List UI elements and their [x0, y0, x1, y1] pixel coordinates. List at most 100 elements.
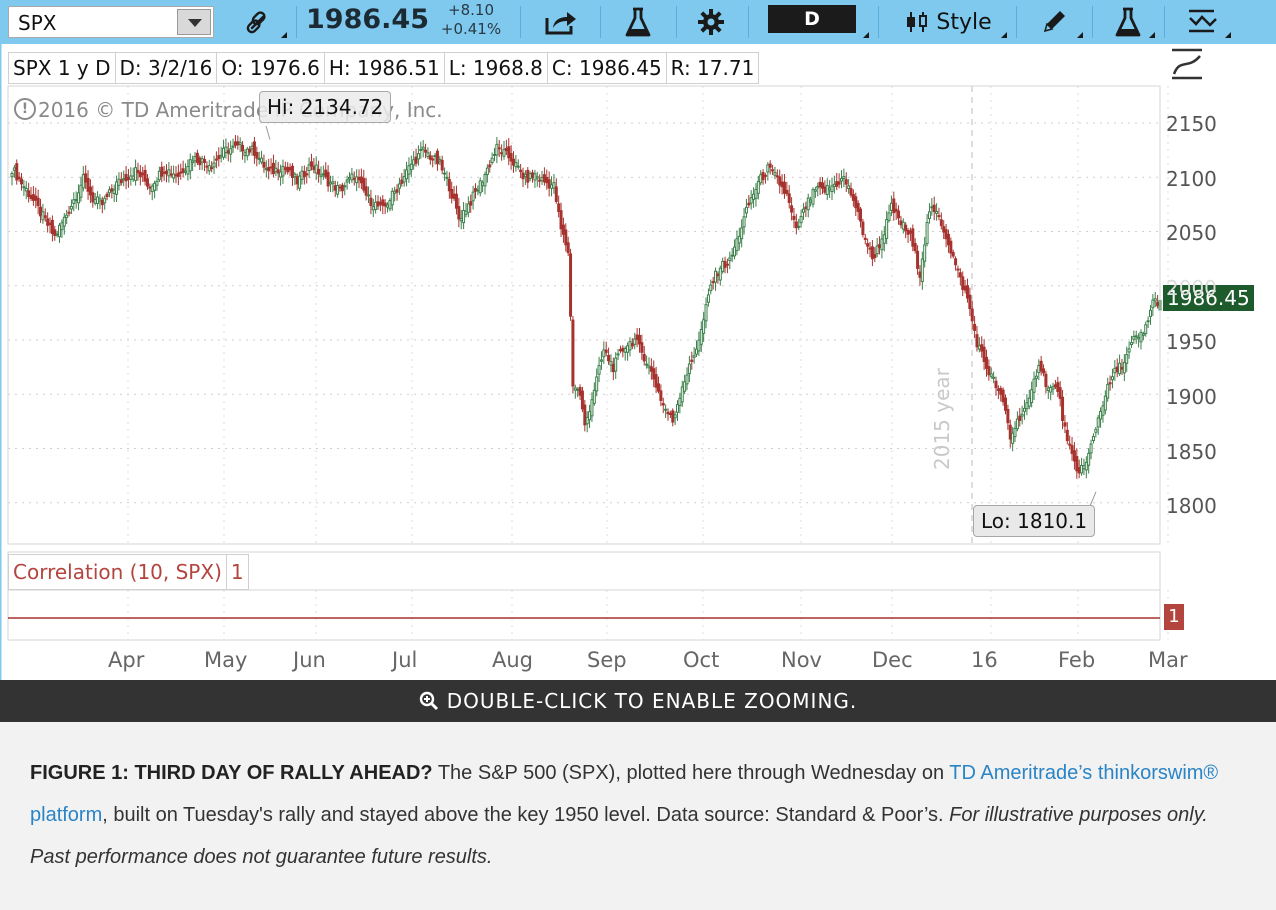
- caption-text: The S&P 500 (SPX), plotted here through …: [432, 762, 950, 784]
- candle-body: [621, 347, 625, 352]
- candle-body: [832, 183, 836, 187]
- candle-body: [288, 167, 292, 171]
- chart-frame: [0, 44, 1161, 680]
- chart-legend: SPX 1 y D D: 3/2/16 O: 1976.6 H: 1986.51…: [8, 52, 760, 84]
- candle-body: [538, 179, 542, 182]
- candle-body: [43, 215, 47, 219]
- candle-body: [823, 186, 827, 193]
- symbol-input[interactable]: SPX: [18, 11, 57, 35]
- candle-body: [245, 148, 249, 157]
- candle-body: [628, 341, 632, 351]
- candle-body: [84, 173, 88, 183]
- symbol-dropdown-button[interactable]: [177, 9, 211, 35]
- studies-lab-button[interactable]: [1098, 0, 1158, 44]
- candle-body: [433, 155, 437, 158]
- candle-body: [725, 263, 729, 266]
- candle-body: [15, 163, 19, 181]
- candle-body: [856, 202, 860, 212]
- correlation-legend: Correlation (10, SPX) 1: [8, 554, 249, 590]
- candle-body: [469, 201, 473, 206]
- aggregation-button[interactable]: D: [768, 5, 856, 33]
- candle-body: [319, 174, 323, 178]
- candle-body: [452, 193, 456, 199]
- candle-body: [749, 197, 753, 204]
- candle-body: [195, 152, 199, 163]
- candle-body: [348, 177, 352, 180]
- x-axis-tick: Nov: [781, 648, 822, 672]
- style-button[interactable]: Style: [886, 0, 1010, 44]
- candle-body: [1039, 360, 1043, 372]
- candle-body: [875, 245, 879, 255]
- link-button[interactable]: [226, 0, 290, 44]
- candle-body: [198, 157, 202, 166]
- candle-body: [633, 338, 637, 345]
- toolbar-divider: [1016, 6, 1017, 38]
- candle-body: [1132, 336, 1136, 340]
- chart-canvas[interactable]: [0, 44, 1276, 680]
- candle-body: [69, 205, 73, 210]
- candle-body: [464, 210, 468, 215]
- candle-body: [756, 180, 760, 194]
- price-change: +8.10 +0.41%: [440, 1, 502, 39]
- candle-body: [559, 210, 563, 230]
- studies-button[interactable]: [1170, 0, 1234, 44]
- candle-body: [409, 163, 413, 170]
- candle-body: [481, 182, 485, 186]
- drawing-button[interactable]: [1022, 0, 1086, 44]
- candle-body: [1001, 389, 1005, 403]
- share-button[interactable]: [528, 0, 594, 44]
- candle-body: [545, 176, 549, 184]
- candle-body: [435, 150, 439, 165]
- candle-body: [77, 192, 81, 204]
- candle-body: [264, 168, 268, 171]
- candle-body: [854, 196, 858, 209]
- settings-button[interactable]: [682, 0, 740, 44]
- candle-body: [20, 178, 24, 185]
- candle-body: [447, 178, 451, 192]
- candle-body: [980, 344, 984, 352]
- candle-body: [692, 355, 696, 358]
- candle-body: [138, 171, 142, 178]
- candle-body: [1018, 415, 1022, 421]
- candle-body: [580, 390, 584, 410]
- candle-body: [519, 169, 523, 173]
- candle-body: [911, 228, 915, 247]
- candle-body: [768, 163, 772, 168]
- candle-body: [742, 216, 746, 228]
- aggregation-menu[interactable]: [856, 0, 872, 44]
- caption-title: FIGURE 1: THIRD DAY OF RALLY AHEAD?: [30, 762, 433, 784]
- candle-body: [131, 175, 135, 180]
- candle-body: [1027, 397, 1031, 407]
- candle-body: [24, 187, 28, 192]
- candle-body: [1089, 443, 1093, 454]
- candle-body: [576, 388, 580, 391]
- toolbar-divider: [1092, 6, 1093, 38]
- last-price-tag: 1986.45: [1163, 285, 1254, 311]
- candle-body: [364, 186, 368, 196]
- candle-body: [935, 210, 939, 214]
- candle-body: [281, 165, 285, 177]
- symbol-selector[interactable]: SPX: [8, 6, 214, 38]
- candle-body: [191, 160, 195, 164]
- candle-body: [224, 146, 228, 153]
- candle-body: [203, 159, 207, 163]
- chart-style-toggle[interactable]: [1168, 44, 1208, 84]
- candle-body: [887, 212, 891, 221]
- candle-body: [728, 257, 732, 262]
- candle-body: [126, 177, 130, 180]
- candle-body: [766, 164, 770, 173]
- lab-button[interactable]: [606, 0, 670, 44]
- candle-body: [801, 208, 805, 213]
- candle-body: [428, 155, 432, 160]
- legend-high: H: 1986.51: [323, 52, 445, 84]
- info-icon[interactable]: !: [14, 98, 36, 120]
- candle-body: [424, 149, 428, 153]
- candle-body: [274, 167, 278, 173]
- zoom-banner-text: DOUBLE-CLICK TO ENABLE ZOOMING.: [446, 689, 858, 713]
- candle-body: [233, 141, 237, 146]
- caption-link[interactable]: TD Ameritrade’s thinkorswim® platform: [30, 762, 1219, 826]
- chart-style-icon: [1172, 48, 1202, 80]
- candle-body: [828, 187, 832, 191]
- candle-body: [1053, 384, 1057, 388]
- zoom-banner[interactable]: DOUBLE-CLICK TO ENABLE ZOOMING.: [0, 680, 1276, 722]
